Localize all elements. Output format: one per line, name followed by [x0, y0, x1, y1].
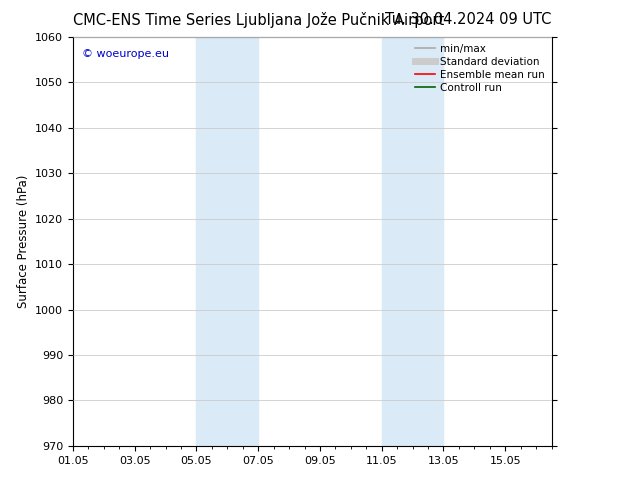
Bar	[197, 37, 258, 446]
Y-axis label: Surface Pressure (hPa): Surface Pressure (hPa)	[16, 174, 30, 308]
Text: CMC-ENS Time Series Ljubljana Jože Pučnik Airport: CMC-ENS Time Series Ljubljana Jože Pučni…	[73, 12, 444, 28]
Bar	[382, 37, 444, 446]
Text: Tu. 30.04.2024 09 UTC: Tu. 30.04.2024 09 UTC	[385, 12, 552, 27]
Text: © woeurope.eu: © woeurope.eu	[82, 49, 169, 59]
Legend: min/max, Standard deviation, Ensemble mean run, Controll run: min/max, Standard deviation, Ensemble me…	[413, 42, 547, 95]
